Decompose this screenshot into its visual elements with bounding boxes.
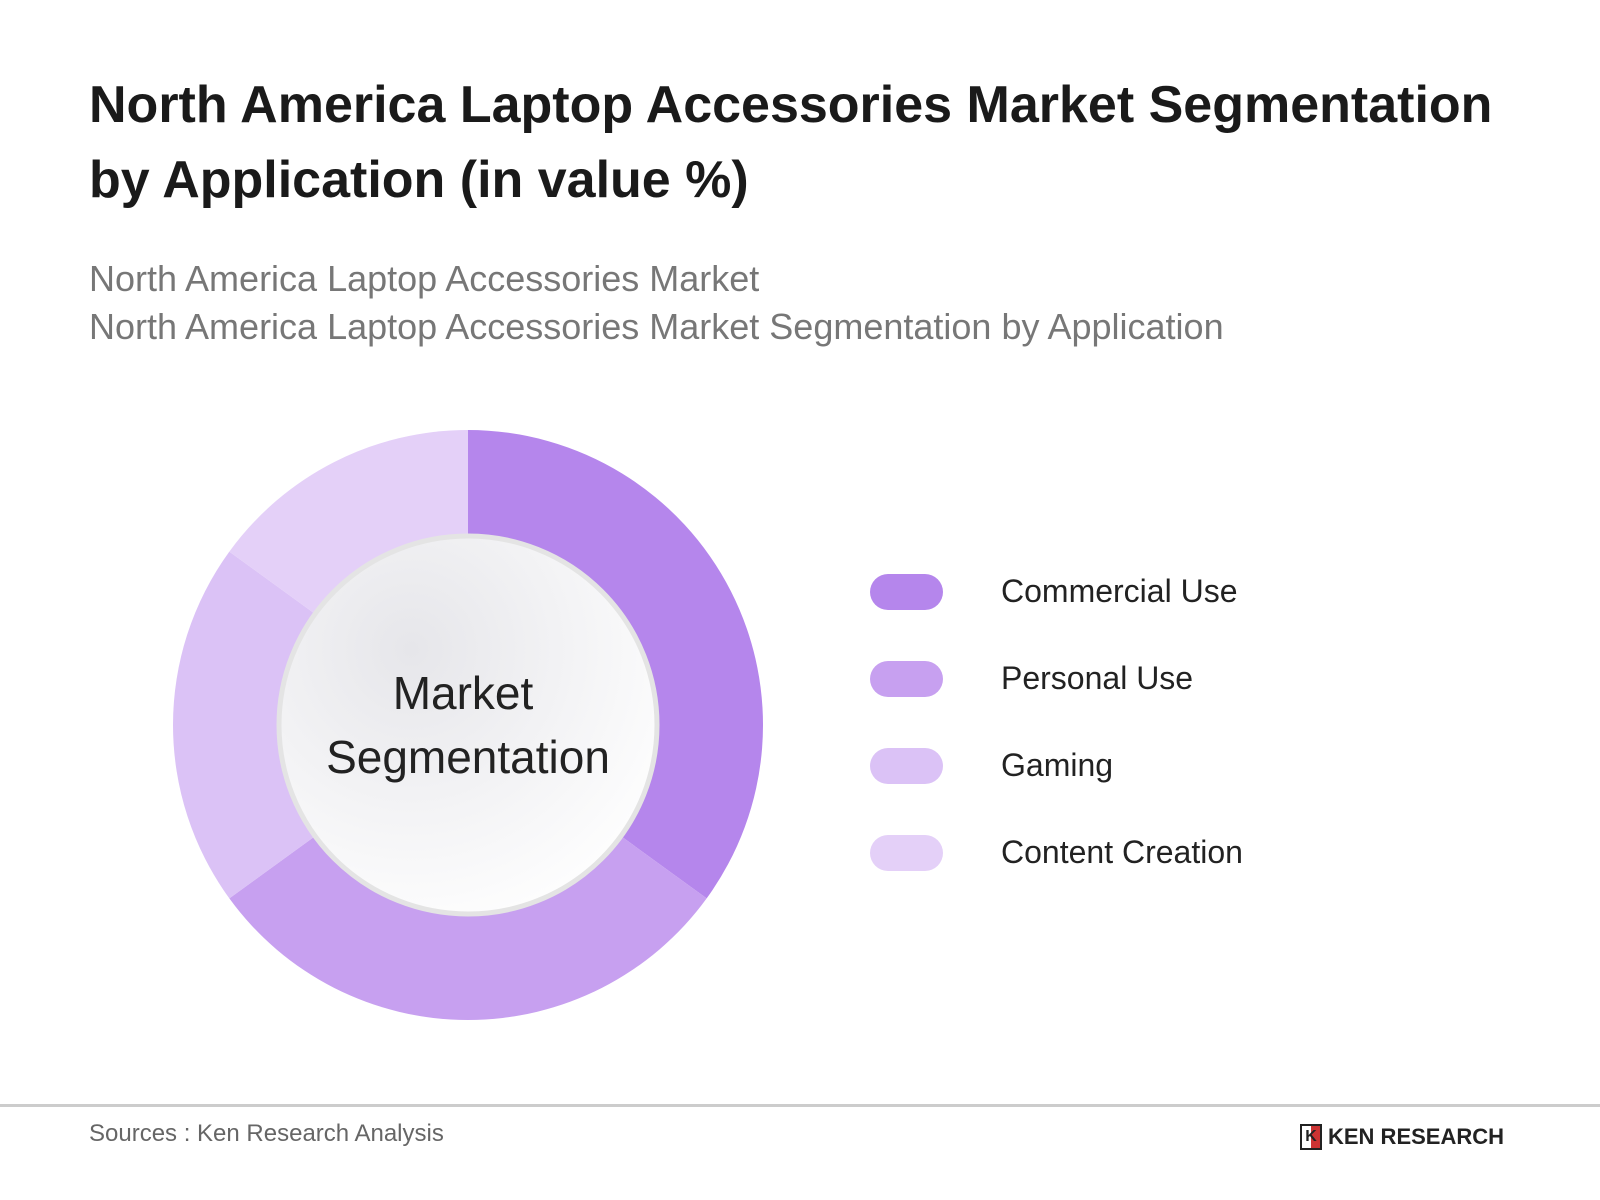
legend-swatch — [870, 660, 943, 697]
legend-item: Gaming — [870, 747, 1113, 784]
source-note: Sources : Ken Research Analysis — [89, 1120, 444, 1147]
legend-label: Gaming — [1001, 747, 1114, 783]
logo-text: KEN RESEARCH — [1328, 1124, 1505, 1149]
legend-swatch — [870, 834, 943, 871]
logo-k-icon: K — [1300, 1124, 1322, 1150]
legend-swatch — [870, 573, 943, 610]
legend-label: Commercial Use — [1001, 573, 1238, 609]
chart-title: North America Laptop Accessories Market … — [89, 76, 1493, 209]
legend-item: Content Creation — [870, 834, 1243, 871]
footer-divider — [0, 1104, 1600, 1107]
donut-center — [276, 533, 660, 917]
subtitle-line-1: North America Laptop Accessories Market — [89, 258, 760, 299]
legend-label: Content Creation — [1001, 834, 1243, 870]
legend-item: Personal Use — [870, 660, 1193, 697]
subtitle-line-2: North America Laptop Accessories Market … — [89, 306, 1224, 347]
center-label-2: Segmentation — [326, 731, 610, 783]
legend-item: Commercial Use — [870, 573, 1237, 610]
legend-swatch — [870, 747, 943, 784]
legend-label: Personal Use — [1001, 660, 1194, 696]
ken-research-logo: K KEN RESEARCH — [1300, 1124, 1504, 1150]
center-label-1: Market — [393, 667, 534, 719]
